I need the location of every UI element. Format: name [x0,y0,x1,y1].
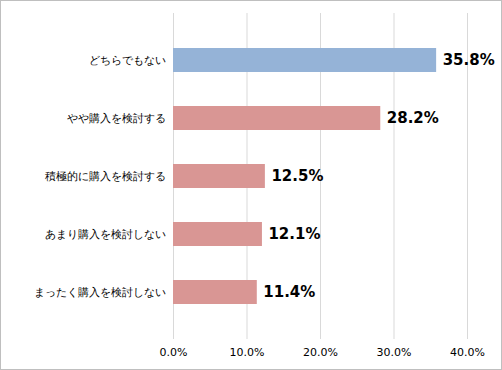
svg-text:どちらでもない: どちらでもない [89,54,166,67]
svg-text:35.8%: 35.8% [443,51,495,69]
svg-text:12.5%: 12.5% [271,167,323,185]
svg-text:積極的に購入を検討する: 積極的に購入を検討する [45,170,166,183]
svg-text:30.0%: 30.0% [377,346,412,359]
svg-text:20.0%: 20.0% [303,346,338,359]
svg-text:11.4%: 11.4% [263,283,315,301]
svg-text:10.0%: 10.0% [230,346,265,359]
svg-text:40.0%: 40.0% [450,346,485,359]
svg-text:まったく購入を検討しない: まったく購入を検討しない [34,286,166,299]
svg-text:やや購入を検討する: やや購入を検討する [67,112,166,125]
svg-text:あまり購入を検討しない: あまり購入を検討しない [45,228,166,241]
svg-text:12.1%: 12.1% [268,225,320,243]
svg-text:28.2%: 28.2% [387,109,439,127]
svg-text:0.0%: 0.0% [160,346,188,359]
